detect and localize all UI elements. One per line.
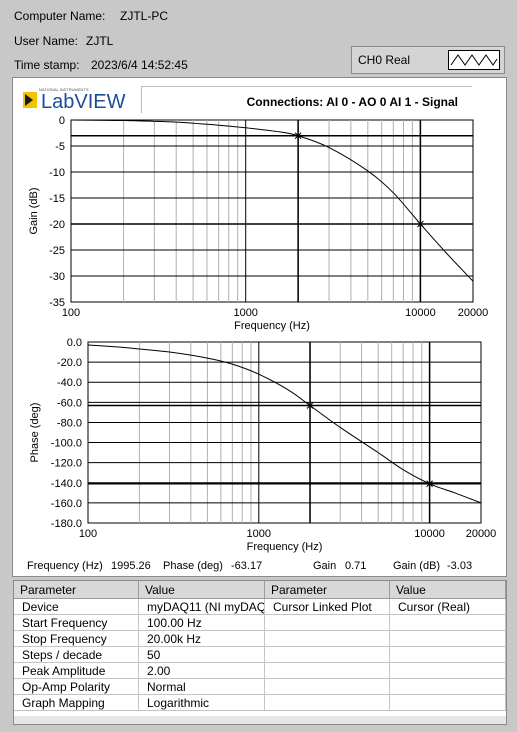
- y-tick-label: -30: [49, 271, 65, 283]
- row-parameter: Op-Amp Polarity: [14, 679, 139, 695]
- y-tick-label: -10: [49, 167, 65, 179]
- y-tick-label: -5: [55, 141, 65, 153]
- readout-gain-label: Gain: [313, 560, 337, 572]
- column-header-parameter-2: Parameter: [265, 581, 390, 599]
- waveform-icon: [448, 50, 500, 70]
- x-tick-label: 1000: [233, 307, 257, 319]
- x-tick-label: 100: [79, 528, 97, 540]
- y-tick-label: -180.0: [51, 518, 82, 530]
- readout-gaindb-label: Gain (dB): [393, 560, 441, 572]
- x-tick-label: 1000: [247, 528, 271, 540]
- row-parameter-2: [265, 663, 390, 679]
- row-value: 50: [139, 647, 265, 663]
- logo-small-text: NATIONAL INSTRUMENTS: [39, 87, 89, 92]
- series-line: [70, 119, 474, 282]
- row-value: 100.00 Hz: [139, 615, 265, 631]
- x-axis-label: Frequency (Hz): [247, 541, 323, 553]
- row-value-2: [390, 695, 506, 711]
- plot-legend[interactable]: CH0 Real: [351, 46, 505, 74]
- y-tick-label: 0.0: [67, 337, 82, 349]
- x-tick-label: 10000: [405, 307, 436, 319]
- graph-panel: LabVIEW NATIONAL INSTRUMENTS Connections…: [12, 77, 507, 577]
- row-parameter: Start Frequency: [14, 615, 139, 631]
- x-tick-label: 20000: [458, 307, 489, 319]
- y-axis-label: Gain (dB): [28, 187, 40, 234]
- row-value: Normal: [139, 679, 265, 695]
- labview-logo: LabVIEW NATIONAL INSTRUMENTS: [21, 84, 134, 113]
- row-value: myDAQ11 (NI myDAQ): [139, 599, 265, 615]
- readout-phase-value: -63.17: [231, 560, 263, 572]
- row-value-2: [390, 631, 506, 647]
- y-tick-label: -140.0: [51, 478, 82, 490]
- y-tick-label: -80.0: [57, 417, 82, 429]
- row-parameter: Device: [14, 599, 139, 615]
- plot-area: [70, 119, 474, 303]
- computer-name-value: ZJTL-PC: [120, 9, 168, 23]
- parameter-table: Parameter Value Parameter Value Device my…: [13, 580, 507, 718]
- series-line: [87, 344, 482, 504]
- user-name-label: User Name:: [14, 34, 79, 48]
- row-parameter-2: [265, 631, 390, 647]
- row-parameter-2: [265, 679, 390, 695]
- x-tick-label: 10000: [414, 528, 445, 540]
- y-tick-label: -100.0: [51, 438, 82, 450]
- y-tick-label: -35: [49, 297, 65, 309]
- y-tick-label: -25: [49, 245, 65, 257]
- column-header-value: Value: [139, 581, 265, 599]
- row-value: 20.00k Hz: [139, 631, 265, 647]
- readout-gain-value: 0.71: [345, 560, 367, 572]
- y-tick-label: -120.0: [51, 458, 82, 470]
- row-parameter: Stop Frequency: [14, 631, 139, 647]
- y-tick-label: -40.0: [57, 377, 82, 389]
- readout-phase-label: Phase (deg): [163, 560, 223, 572]
- timestamp-label: Time stamp:: [14, 58, 80, 72]
- row-value-2: [390, 647, 506, 663]
- y-tick-label: -15: [49, 193, 65, 205]
- row-value-2: [390, 679, 506, 695]
- timestamp-value: 2023/6/4 14:52:45: [91, 58, 188, 72]
- row-parameter-2: [265, 647, 390, 663]
- readout-frequency-value: 1995.26: [111, 560, 151, 572]
- row-value: 2.00: [139, 663, 265, 679]
- row-parameter: Graph Mapping: [14, 695, 139, 711]
- y-axis-label: Phase (deg): [29, 403, 41, 463]
- svg-text:LabVIEW: LabVIEW: [41, 91, 126, 112]
- y-tick-label: 0: [59, 115, 65, 127]
- y-tick-label: -160.0: [51, 498, 82, 510]
- y-tick-label: -60.0: [57, 397, 82, 409]
- connections-label: Connections: AI 0 - AO 0 AI 1 - Signal: [246, 95, 458, 109]
- row-value: Logarithmic: [139, 695, 265, 711]
- phase-chart[interactable]: 0.0 -20.0 -40.0 -60.0 -80.0 -100.0 -120.0 -140.…: [13, 328, 506, 563]
- row-value-2: [390, 615, 506, 631]
- row-parameter-2: Cursor Linked Plot: [265, 599, 390, 615]
- column-header-value-2: Value: [390, 581, 506, 599]
- x-axis-label: Frequency (Hz): [234, 320, 310, 332]
- readout-gaindb-value: -3.03: [447, 560, 473, 572]
- y-tick-label: -20: [49, 219, 65, 231]
- row-parameter: Steps / decade: [14, 647, 139, 663]
- row-value-2: [390, 663, 506, 679]
- x-tick-label: 100: [62, 307, 80, 319]
- table-scroll-frame: [13, 716, 507, 725]
- readout-frequency-label: Frequency (Hz): [27, 560, 103, 572]
- row-parameter-2: [265, 695, 390, 711]
- column-header-parameter: Parameter: [14, 581, 139, 599]
- row-parameter: Peak Amplitude: [14, 663, 139, 679]
- x-tick-label: 20000: [466, 528, 497, 540]
- plot-area: [87, 341, 482, 524]
- title-strip: [141, 86, 472, 113]
- row-parameter-2: [265, 615, 390, 631]
- row-value-2: Cursor (Real): [390, 599, 506, 615]
- computer-name-label: Computer Name:: [14, 9, 106, 23]
- minor-gridlines: [138, 342, 423, 523]
- user-name-value: ZJTL: [86, 34, 114, 48]
- y-tick-label: -20.0: [57, 357, 82, 369]
- legend-label: CH0 Real: [358, 53, 411, 67]
